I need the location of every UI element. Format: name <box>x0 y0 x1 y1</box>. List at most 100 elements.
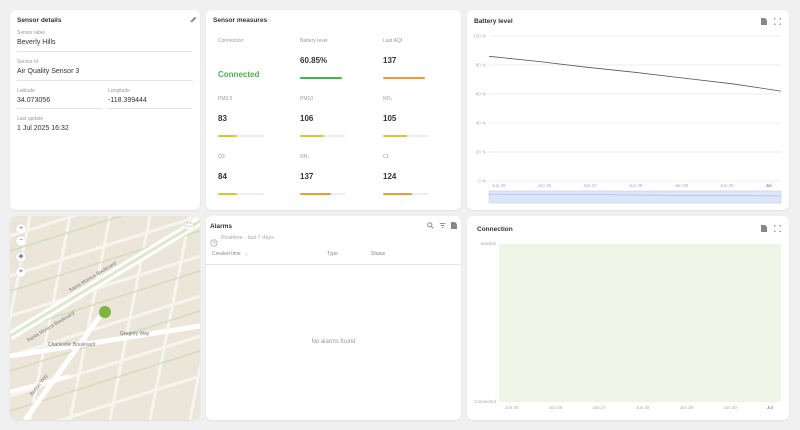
measure-level-bar <box>300 77 342 79</box>
measure-level-fill <box>383 193 412 195</box>
x-tick-label: Jul <box>767 405 773 410</box>
filter-icon[interactable] <box>439 222 446 231</box>
y-tick-label: Inactive <box>480 241 496 246</box>
measure-value: 137 <box>383 56 397 65</box>
alarms-title: Alarms <box>210 223 233 230</box>
battery-line <box>488 55 782 92</box>
layers-icon[interactable]: ◈ <box>16 252 26 262</box>
x-tick-label: Jun 30 <box>723 405 737 410</box>
x-tick-label: Jun 28 <box>629 183 643 188</box>
x-tick-label: Jun 28 <box>636 405 650 410</box>
measure-level-bar <box>218 135 264 137</box>
street-label: Gregory Way <box>120 331 150 337</box>
divider <box>17 80 193 81</box>
range-selector <box>488 190 782 204</box>
battery-line-chart: 100 % 80 % 60 % 40 % 20 % 0 % Jun 25 Jun 26 Jun … <box>473 34 782 204</box>
map-card[interactable]: Santa Monica Boulevard Santa Monica Boul… <box>10 216 200 420</box>
y-tick-label: 40 % <box>476 121 486 126</box>
y-tick-label: 80 % <box>476 63 486 68</box>
measure-label: Battery level <box>300 38 328 44</box>
sensor-marker[interactable] <box>99 306 111 318</box>
measure-label: CL <box>383 154 390 160</box>
alarms-card: Alarms Realtime - last 7 days Created ti… <box>206 216 461 420</box>
measure-level-fill <box>300 77 342 79</box>
divider <box>17 108 102 109</box>
column-label: Created time <box>212 251 241 257</box>
x-tick-label: Jun 27 <box>583 183 597 188</box>
measure-label: Connection <box>218 38 244 44</box>
empty-message: No alarms found <box>311 339 356 345</box>
measure-level-bar <box>383 77 425 79</box>
sensor-measures-title: Sensor measures <box>213 17 268 24</box>
connection-area <box>499 244 781 402</box>
measure-level-fill <box>300 193 332 195</box>
measure-value: 124 <box>383 172 397 181</box>
connection-chart-title: Connection <box>477 226 513 233</box>
connection-chart-card: Connection Inactive Connected Jun 25 Jun 26… <box>467 216 789 420</box>
measure-value: 105 <box>383 114 397 123</box>
sort-arrow-icon: ↓ <box>245 251 248 257</box>
file-icon[interactable] <box>761 18 767 27</box>
locate-icon[interactable]: ⌖ <box>16 267 26 277</box>
measure-value: 83 <box>218 114 227 123</box>
measure-label: NH₃ <box>300 154 310 160</box>
last-update-value[interactable]: 1 Jul 2025 16:32 <box>17 125 69 132</box>
measure-label: O3 <box>218 154 225 160</box>
time-window[interactable]: Realtime - last 7 days <box>221 235 274 241</box>
sensor-label-label: Sensor label <box>17 30 45 36</box>
file-icon[interactable] <box>451 222 457 231</box>
zoom-in-button[interactable]: + <box>16 224 26 234</box>
measure-level-fill <box>300 135 325 137</box>
y-tick-label: 20 % <box>476 150 486 155</box>
latitude-value[interactable]: 34.073056 <box>17 97 51 104</box>
sensor-id-value[interactable]: Air Quality Sensor 3 <box>17 68 80 75</box>
measure-value: Connected <box>218 70 260 79</box>
measure-level-bar <box>300 135 346 137</box>
measure-label: PM10 <box>300 96 314 102</box>
sensor-label-value[interactable]: Beverly Hills <box>17 39 56 46</box>
zoom-out-button[interactable]: − <box>16 236 26 246</box>
column-status[interactable]: Status <box>371 251 386 257</box>
longitude-label: Longitude <box>108 88 130 94</box>
y-tick-label: 0 % <box>478 179 486 184</box>
measure-label: PM2.5 <box>218 96 233 102</box>
measure-level-fill <box>218 135 238 137</box>
latitude-label: Latitude <box>17 88 35 94</box>
last-update-label: Last update <box>17 116 44 122</box>
x-tick-label: Jun 26 <box>538 183 552 188</box>
file-icon[interactable] <box>761 225 767 234</box>
longitude-value[interactable]: -118.399444 <box>108 97 147 104</box>
x-tick-label: Jun 30 <box>720 183 734 188</box>
sensor-id-label: Sensor id <box>17 59 39 65</box>
x-tick-label: Jul <box>766 183 772 188</box>
clock-icon <box>210 234 218 252</box>
measure-label: NO₂ <box>383 96 393 102</box>
map-tiles[interactable]: Santa Monica Boulevard Santa Monica Boul… <box>10 216 200 420</box>
range-selector-line <box>488 193 782 197</box>
x-tick-label: Jun 25 <box>492 183 506 188</box>
battery-chart-card: Battery level 100 % 80 % 60 % 40 % 20 % 0 % Ju… <box>467 10 789 210</box>
measure-level-bar <box>383 193 429 195</box>
search-icon[interactable] <box>427 222 434 231</box>
column-created-time[interactable]: Created time ↓ <box>212 251 248 257</box>
measure-level-fill <box>383 135 408 137</box>
header-divider <box>206 264 461 265</box>
x-tick-label: Jun 29 <box>680 405 694 410</box>
column-type[interactable]: Type <box>327 251 338 257</box>
measure-value: 84 <box>218 172 227 181</box>
measure-level-bar <box>383 135 429 137</box>
x-tick-label: Jun 27 <box>592 405 606 410</box>
measure-value: 137 <box>300 172 314 181</box>
x-tick-label: Jun 25 <box>505 405 519 410</box>
measure-level-fill <box>218 193 238 195</box>
x-tick-label: Jun 26 <box>549 405 563 410</box>
y-tick-label: 100 % <box>473 34 486 39</box>
y-tick-label: Connected <box>474 399 496 404</box>
street-label: Charleville Boulevard <box>48 342 95 348</box>
measure-value: 106 <box>300 114 314 123</box>
fullscreen-icon[interactable]: ⛶ <box>185 222 193 230</box>
edit-icon[interactable] <box>190 16 197 25</box>
y-tick-label: 60 % <box>476 92 486 97</box>
divider <box>17 51 193 52</box>
sensor-measures-card: Sensor measures Connection Connected Batte… <box>206 10 461 210</box>
